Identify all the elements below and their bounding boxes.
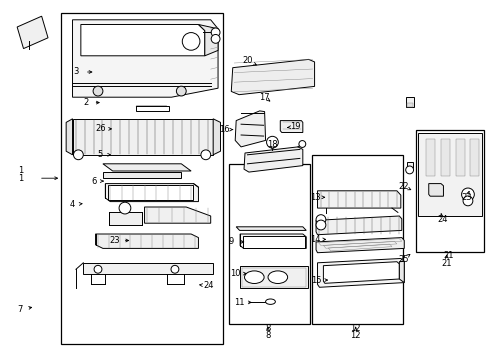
Polygon shape xyxy=(198,24,218,56)
Bar xyxy=(470,139,479,176)
Text: 15: 15 xyxy=(311,276,321,284)
Bar xyxy=(108,185,193,200)
Circle shape xyxy=(211,35,220,43)
Text: 22: 22 xyxy=(398,182,409,191)
Polygon shape xyxy=(109,212,142,225)
Polygon shape xyxy=(407,162,413,168)
Polygon shape xyxy=(66,119,73,155)
Text: 12: 12 xyxy=(350,331,361,340)
Polygon shape xyxy=(399,261,404,283)
Polygon shape xyxy=(81,24,205,56)
Text: 14: 14 xyxy=(310,235,320,244)
Polygon shape xyxy=(429,184,443,196)
Ellipse shape xyxy=(245,271,264,284)
Polygon shape xyxy=(318,258,404,287)
Bar xyxy=(229,164,310,324)
Text: 2: 2 xyxy=(83,98,88,107)
Text: 8: 8 xyxy=(266,331,270,340)
Bar xyxy=(61,13,223,344)
Polygon shape xyxy=(244,147,303,172)
Circle shape xyxy=(299,140,306,148)
Text: 5: 5 xyxy=(98,150,103,159)
Circle shape xyxy=(316,215,326,225)
Polygon shape xyxy=(323,262,399,283)
Polygon shape xyxy=(73,20,218,97)
Text: 8: 8 xyxy=(266,324,270,333)
Text: 10: 10 xyxy=(230,269,241,278)
Text: 12: 12 xyxy=(350,324,361,333)
Bar xyxy=(426,139,435,176)
Text: 7: 7 xyxy=(17,305,22,314)
Circle shape xyxy=(463,196,473,206)
Polygon shape xyxy=(136,106,169,110)
Bar xyxy=(456,139,465,176)
Text: 4: 4 xyxy=(70,200,75,209)
Ellipse shape xyxy=(266,299,275,304)
Circle shape xyxy=(182,32,200,50)
Text: 18: 18 xyxy=(267,140,278,149)
Bar xyxy=(243,236,305,248)
Bar xyxy=(406,97,414,107)
Bar xyxy=(416,130,484,252)
Polygon shape xyxy=(105,184,198,202)
Polygon shape xyxy=(145,207,211,223)
Polygon shape xyxy=(231,59,315,95)
Circle shape xyxy=(93,86,103,96)
Ellipse shape xyxy=(268,271,288,284)
Text: 16: 16 xyxy=(219,125,229,134)
Polygon shape xyxy=(316,216,402,235)
Text: 1: 1 xyxy=(18,174,23,183)
Bar xyxy=(73,119,213,155)
Polygon shape xyxy=(318,191,401,208)
Circle shape xyxy=(406,166,414,174)
Polygon shape xyxy=(280,121,303,132)
Bar xyxy=(242,268,306,287)
Polygon shape xyxy=(96,234,198,248)
Circle shape xyxy=(201,150,211,160)
Bar xyxy=(240,266,308,288)
Circle shape xyxy=(211,28,220,37)
Text: 11: 11 xyxy=(234,298,245,307)
Polygon shape xyxy=(213,119,220,155)
Bar xyxy=(407,103,413,107)
Text: 21: 21 xyxy=(443,251,454,260)
Text: 23: 23 xyxy=(461,193,472,202)
Text: 20: 20 xyxy=(242,56,253,65)
Circle shape xyxy=(176,86,186,96)
Text: 21: 21 xyxy=(441,259,452,268)
Text: 26: 26 xyxy=(95,124,106,133)
Circle shape xyxy=(74,150,83,160)
Bar xyxy=(418,133,482,216)
Text: 19: 19 xyxy=(290,122,301,131)
Circle shape xyxy=(462,188,474,201)
Polygon shape xyxy=(235,111,266,147)
Polygon shape xyxy=(17,16,48,49)
Circle shape xyxy=(94,265,102,273)
Text: 17: 17 xyxy=(259,93,270,102)
Circle shape xyxy=(316,220,326,230)
Bar xyxy=(83,263,213,274)
Text: 23: 23 xyxy=(109,236,120,245)
Circle shape xyxy=(267,136,278,148)
Text: 3: 3 xyxy=(74,68,78,77)
Polygon shape xyxy=(236,227,306,230)
Text: 13: 13 xyxy=(310,193,320,202)
Polygon shape xyxy=(240,234,306,248)
Text: 24: 24 xyxy=(203,282,214,290)
Bar xyxy=(136,106,169,111)
Bar xyxy=(103,172,181,178)
Circle shape xyxy=(171,265,179,273)
Bar xyxy=(312,155,403,324)
Text: 1: 1 xyxy=(18,166,23,175)
Circle shape xyxy=(119,202,131,214)
Bar xyxy=(441,139,450,176)
Polygon shape xyxy=(103,164,191,171)
Text: 24: 24 xyxy=(437,215,448,224)
Text: 9: 9 xyxy=(229,238,234,247)
Polygon shape xyxy=(316,238,404,253)
Text: 6: 6 xyxy=(92,177,97,186)
Text: 25: 25 xyxy=(398,255,409,264)
